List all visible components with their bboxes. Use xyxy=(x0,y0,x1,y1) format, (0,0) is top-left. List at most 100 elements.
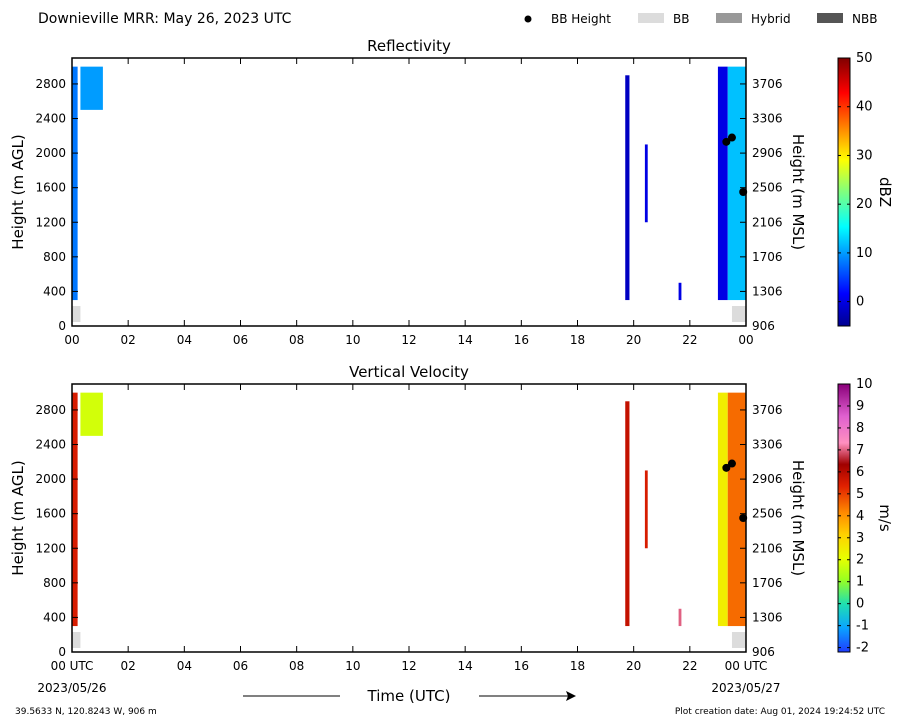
y-tick-label-right: 1706 xyxy=(752,576,783,590)
x-tick-label: 04 xyxy=(177,659,192,673)
reflectivity-ylabel: Height (m AGL) xyxy=(9,134,27,249)
x-tick-label: 18 xyxy=(570,659,585,673)
colorbar-tick-label: 6 xyxy=(856,465,864,480)
colorbar-tick-label: 30 xyxy=(856,148,873,163)
start-date: 2023/05/26 xyxy=(37,681,106,695)
x-tick-label: 08 xyxy=(289,333,304,347)
x-tick-label: 08 xyxy=(289,659,304,673)
y-tick-label-right: 3306 xyxy=(752,438,783,452)
y-tick-label: 1200 xyxy=(35,215,66,229)
y-tick-label-right: 2506 xyxy=(752,507,783,521)
colorbar-ramp xyxy=(837,383,851,653)
colorbar-tick-label: 20 xyxy=(856,197,873,212)
echo-region xyxy=(717,392,728,627)
echo-region xyxy=(80,66,103,110)
reflectivity-bb-dots xyxy=(722,133,748,196)
velocity-ylabel-right: Height (m MSL) xyxy=(789,460,807,576)
bb-height-dot xyxy=(722,137,731,146)
reflectivity-y-ticks: 0 400 800 1200 1600 2000 2400 2800 xyxy=(35,77,78,333)
x-tick-label: 10 xyxy=(345,659,360,673)
y-tick-label-right: 2506 xyxy=(752,181,783,195)
x-tick-label: 22 xyxy=(682,333,697,347)
echo-region xyxy=(717,66,728,301)
echo-region xyxy=(644,144,648,223)
velocity-y-ticks: 0 400 800 1200 1600 2000 2400 2800 xyxy=(35,403,78,659)
echo-region xyxy=(727,66,746,301)
x-tick-label: 06 xyxy=(233,659,248,673)
reflectivity-colorbar: 0 10 20 30 40 50 xyxy=(837,51,873,327)
echo-region xyxy=(678,282,682,301)
colorbar-tick-label: -2 xyxy=(856,641,869,656)
y-tick-label: 1600 xyxy=(35,181,66,195)
velocity-bb-dots xyxy=(722,459,748,522)
velocity-panel: Vertical Velocity 00 UTC 02 04 06 08 10 12 14 16… xyxy=(9,363,894,673)
legend-label: BB xyxy=(673,12,689,26)
echo-region xyxy=(625,75,630,301)
colorbar-tick-label: -1 xyxy=(856,619,869,634)
colorbar-tick-label: 50 xyxy=(856,51,873,66)
bb-flag-box xyxy=(72,632,81,648)
x-tick-label: 00 UTC xyxy=(51,659,94,673)
y-tick-label: 2000 xyxy=(35,472,66,486)
bb-height-dot xyxy=(739,188,748,196)
y-tick-label: 800 xyxy=(43,250,66,264)
x-tick-label: 02 xyxy=(121,659,136,673)
colorbar-tick-label: 8 xyxy=(856,421,864,436)
velocity-bb-flags xyxy=(72,632,746,648)
y-tick-label: 2000 xyxy=(35,146,66,160)
reflectivity-title: Reflectivity xyxy=(367,37,451,55)
y-tick-label-right: 2906 xyxy=(752,146,783,160)
colorbar-tick-label: 40 xyxy=(856,100,873,115)
velocity-colorbar-label: m/s xyxy=(876,504,894,532)
end-date: 2023/05/27 xyxy=(711,681,780,695)
echo-region xyxy=(80,392,103,436)
legend-label: Hybrid xyxy=(751,12,791,26)
y-tick-label: 1600 xyxy=(35,507,66,521)
colorbar-ramp xyxy=(837,57,851,327)
x-tick-label: 12 xyxy=(401,333,416,347)
colorbar-tick-label: 7 xyxy=(856,443,864,458)
y-tick-label-right: 2106 xyxy=(752,541,783,555)
y-tick-label-right: 2106 xyxy=(752,215,783,229)
x-tick-label: 20 xyxy=(626,333,641,347)
y-tick-label-right: 906 xyxy=(752,319,775,333)
x-tick-label: 18 xyxy=(570,333,585,347)
echo-region xyxy=(72,392,78,627)
bb-flag-box xyxy=(731,306,746,322)
y-tick-label: 0 xyxy=(58,319,66,333)
x-tick-label: 10 xyxy=(345,333,360,347)
y-tick-label-right: 1706 xyxy=(752,250,783,264)
echo-region xyxy=(678,608,682,627)
bb-height-dot xyxy=(727,133,736,142)
x-tick-label: 00 xyxy=(738,333,753,347)
x-tick-label: 14 xyxy=(458,659,473,673)
x-tick-label: 12 xyxy=(401,659,416,673)
y-tick-label: 2400 xyxy=(35,438,66,452)
y-tick-label: 2800 xyxy=(35,77,66,91)
y-tick-label: 400 xyxy=(43,610,66,624)
x-tick-label: 16 xyxy=(514,659,529,673)
legend-label: NBB xyxy=(852,12,877,26)
figure-title: Downieville MRR: May 26, 2023 UTC xyxy=(38,11,292,27)
arrow-head-icon xyxy=(566,691,576,701)
colorbar-tick-label: 2 xyxy=(856,553,864,568)
reflectivity-bb-flags xyxy=(72,306,746,322)
reflectivity-y-ticks-right: 906 1306 1706 2106 2506 2906 3306 3706 xyxy=(740,77,783,333)
x-tick-label: 14 xyxy=(458,333,473,347)
y-tick-label: 2800 xyxy=(35,403,66,417)
bb-flag-box xyxy=(731,632,746,648)
echo-region xyxy=(644,470,648,549)
y-tick-label: 0 xyxy=(58,645,66,659)
y-tick-label: 800 xyxy=(43,576,66,590)
reflectivity-ylabel-right: Height (m MSL) xyxy=(789,134,807,250)
reflectivity-x-ticks: 00 02 04 06 08 10 12 14 16 18 20 22 00 xyxy=(64,58,754,347)
bb-height-dot xyxy=(727,459,736,468)
x-tick-label: 20 xyxy=(626,659,641,673)
x-tick-label: 06 xyxy=(233,333,248,347)
location-text: 39.5633 N, 120.8243 W, 906 m xyxy=(15,707,157,717)
velocity-x-ticks: 00 UTC 02 04 06 08 10 12 14 16 18 20 22 00 UTC xyxy=(51,384,767,673)
legend-bb-height-dot xyxy=(524,15,532,23)
bb-flag-box xyxy=(72,306,81,322)
colorbar-tick-label: 10 xyxy=(856,246,873,261)
